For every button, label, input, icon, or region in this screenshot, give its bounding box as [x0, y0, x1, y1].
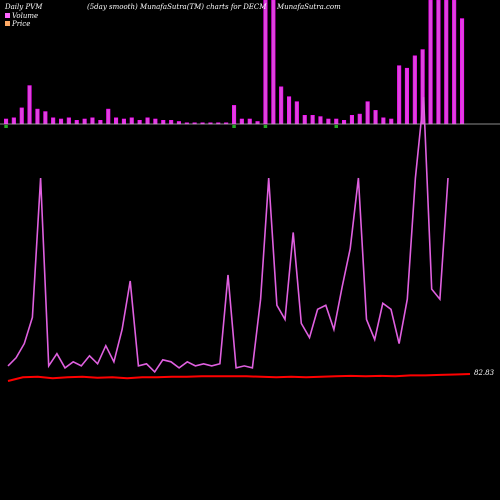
header-middle: (5day smooth) MunafaSutra(TM) charts for… [87, 3, 267, 11]
volume-bar [444, 0, 449, 125]
legend-price-label: Price [11, 20, 30, 28]
volume-bar [82, 118, 87, 125]
volume-bar [153, 118, 158, 125]
volume-down-markers [4, 125, 338, 128]
volume-bar [436, 0, 441, 125]
volume-down-marker [334, 125, 338, 128]
volume-bar [341, 120, 347, 125]
volume-bar [247, 118, 252, 125]
volume-bar [404, 67, 410, 125]
volume-bar [129, 117, 134, 125]
volume-bar [302, 115, 307, 125]
legend-volume-label: Volume [12, 12, 38, 20]
volume-bar [66, 117, 71, 125]
volume-bar [271, 0, 276, 125]
volume-bar [121, 118, 126, 125]
volume-down-marker [4, 125, 8, 128]
header-right: MunafaSutra.com [276, 3, 341, 11]
price-line [7, 373, 471, 382]
volume-bar [74, 120, 79, 125]
volume-bar [19, 107, 24, 125]
volume-bar [90, 117, 95, 125]
volume-bar [239, 118, 244, 125]
volume-bar [365, 101, 370, 125]
volume-bar [412, 55, 417, 125]
volume-bar [11, 117, 16, 125]
volume-bar [106, 108, 111, 125]
volume-bar [145, 117, 150, 125]
volume-bar [27, 85, 32, 125]
volume-bar [169, 120, 174, 125]
volume-bar [279, 86, 284, 125]
volume-bar [161, 120, 166, 125]
volume-bar [137, 120, 142, 125]
legend-price-swatch [5, 21, 10, 26]
volume-bar [4, 118, 9, 125]
volume-bar [43, 111, 48, 125]
volume-bar [286, 96, 292, 125]
volume-bar [98, 120, 103, 125]
volume-bar [373, 110, 378, 125]
pvm-line [7, 97, 449, 374]
volume-bar [452, 0, 457, 125]
legend-volume-swatch [5, 13, 10, 18]
volume-bar [114, 117, 119, 125]
volume-bars [4, 0, 465, 125]
volume-bar [232, 105, 237, 125]
volume-bar [326, 118, 331, 125]
volume-down-marker [263, 125, 268, 128]
volume-bar [334, 118, 339, 125]
price-value-label: 82.83 [474, 369, 495, 377]
volume-bar [58, 118, 64, 125]
volume-bar [459, 18, 465, 125]
volume-bar [51, 117, 56, 125]
volume-bar [397, 65, 402, 125]
volume-bar [318, 116, 323, 125]
volume-bar [263, 0, 268, 125]
volume-bar [349, 115, 355, 125]
volume-down-marker [232, 125, 236, 128]
volume-bar [389, 118, 394, 125]
volume-bar [310, 115, 315, 125]
volume-bar [428, 0, 433, 125]
volume-bar [357, 113, 362, 125]
volume-bar [381, 117, 386, 125]
header-left: Daily PVM [4, 3, 43, 11]
volume-bar [294, 101, 299, 125]
volume-bar [35, 108, 40, 125]
